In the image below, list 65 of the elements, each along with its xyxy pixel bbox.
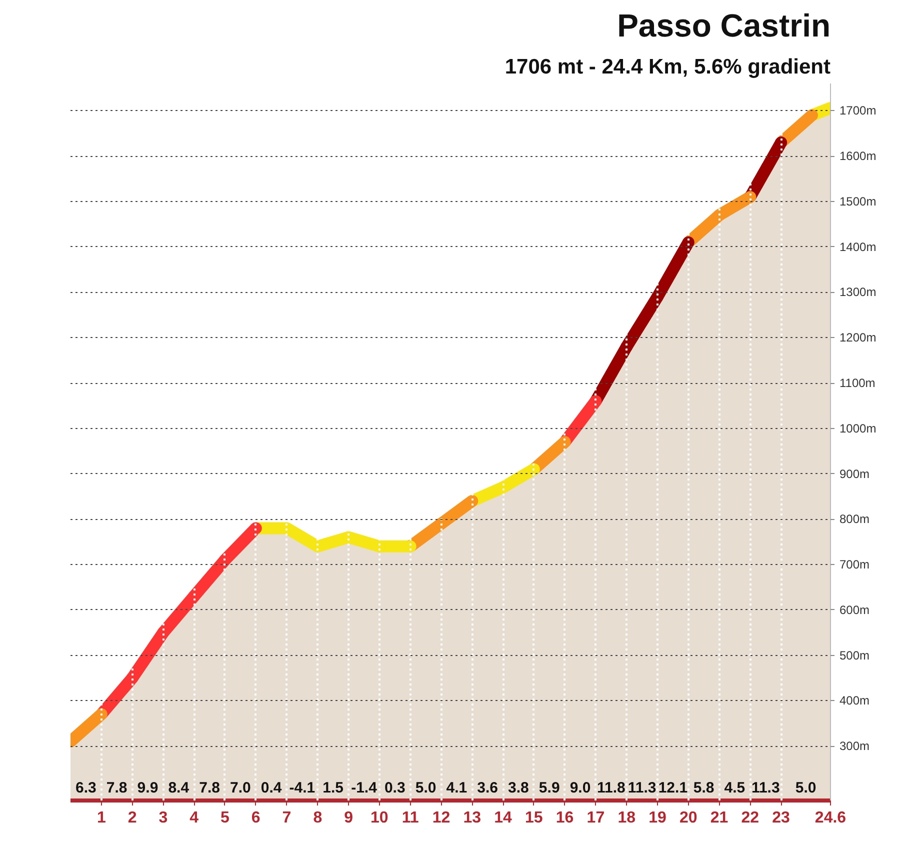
x-tick-label: 7: [282, 810, 292, 826]
x-tick-label: 20: [679, 810, 698, 826]
x-tick-label: 22: [741, 810, 760, 826]
annotation: 6.3: [76, 780, 96, 796]
chart-title: Passo Castrin: [617, 8, 830, 44]
x-tick-label: 21: [710, 810, 728, 826]
y-tick-label: 300m: [840, 739, 870, 754]
annotation: 11.8: [596, 780, 626, 796]
x-tick-label: 8: [313, 810, 322, 826]
y-tick-label: 900m: [840, 466, 870, 481]
y-tick-label: 800m: [840, 512, 870, 526]
y-tick-label: 1500m: [840, 194, 876, 208]
x-tick-label: 1: [96, 810, 106, 826]
y-tick-label: 1400m: [840, 240, 876, 254]
annotation: 5.0: [415, 780, 436, 796]
annotation: 7.8: [199, 780, 220, 796]
annotation: 0.3: [384, 780, 406, 796]
x-tick-label: 4: [190, 810, 199, 826]
x-tick-label: 13: [463, 810, 482, 826]
annotation: 12.1: [658, 780, 688, 796]
annotation: 0.4: [260, 780, 282, 796]
x-tick-label: 18: [618, 810, 636, 826]
x-tick-label: 2: [128, 810, 137, 826]
annotation: 9.9: [137, 780, 158, 796]
y-tick-label: 500m: [840, 648, 870, 662]
x-tick-label: 10: [370, 810, 388, 826]
annotation: 5.8: [693, 780, 714, 796]
x-tick-label: 17: [586, 810, 605, 826]
x-tick-label: 3: [158, 810, 168, 826]
annotation: 7.0: [230, 780, 251, 796]
x-tick-label: 14: [494, 810, 512, 826]
annotation: 4.1: [446, 780, 468, 796]
y-tick-label: 1600m: [840, 149, 876, 164]
chart-subtitle: 1706 mt - 24.4 Km, 5.6% gradient: [504, 56, 831, 78]
y-tick-label: 1100m: [840, 376, 876, 390]
x-tick-label: 11: [402, 810, 419, 826]
annotation: 1.5: [322, 780, 344, 796]
annotation: 8.4: [168, 780, 190, 796]
y-tick-label: 1300m: [840, 285, 876, 300]
y-tick-label: 1700m: [840, 104, 876, 118]
x-tick-label: 16: [556, 810, 574, 826]
y-tick-label: 1200m: [840, 330, 876, 345]
annotation: 7.8: [106, 780, 128, 796]
annotation: -4.1: [289, 780, 316, 796]
x-tick-label: 5: [220, 810, 230, 826]
y-tick-label: 400m: [840, 694, 870, 708]
annotation: 5.9: [538, 780, 560, 796]
x-tick-label: 19: [648, 810, 666, 826]
annotation: 9.0: [570, 780, 591, 796]
annotation: 5.0: [795, 780, 816, 796]
x-tick-label: 15: [525, 810, 543, 826]
annotation: 3.6: [477, 780, 498, 796]
y-tick-label: 600m: [840, 602, 870, 617]
annotation: 4.5: [724, 780, 746, 796]
annotation: 11.3: [628, 780, 656, 796]
x-tick-label: 9: [344, 810, 354, 826]
annotation: 11.3: [751, 780, 780, 796]
annotation: -1.4: [351, 780, 378, 796]
y-tick-label: 700m: [840, 558, 870, 572]
x-tick-label: 23: [772, 810, 790, 826]
y-tick-label: 1000m: [840, 421, 876, 436]
x-tick-label: 24.6: [814, 810, 846, 826]
x-tick-label: 6: [251, 810, 260, 826]
x-tick-label: 12: [432, 810, 450, 826]
annotation: 3.8: [508, 780, 529, 796]
